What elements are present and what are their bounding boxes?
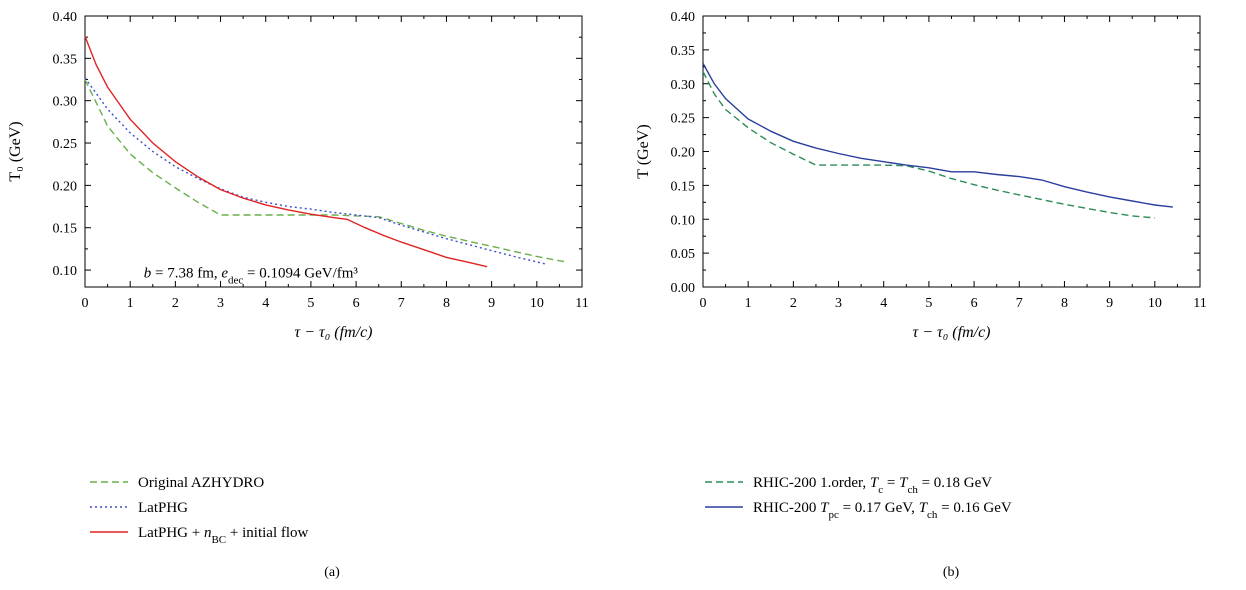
y-tick-label: 0.35 [671,44,696,59]
x-tick-label: 0 [700,296,707,311]
y-tick-label: 0.35 [53,52,78,67]
x-tick-label: 1 [127,296,134,311]
y-tick-label: 0.25 [53,137,78,152]
y-tick-label: 0.40 [53,10,78,25]
x-tick-label: 4 [880,296,887,311]
legend-label-3: LatPHG + nBC + initial flow [138,525,309,546]
chart-panel-b: 0 1 2 3 4 5 6 7 8 9 10 11 0.00 0.05 0.10 0.15 0.20 0.25 0.… [635,10,1207,580]
x-tick-label: 7 [1016,296,1023,311]
annotation: b = 7.38 fm, edec = 0.1094 GeV/fm³ [144,266,359,287]
y-tick-label: 0.15 [53,222,78,237]
x-tick-label: 11 [1193,296,1206,311]
series-line-2 [84,77,547,265]
y-axis-label: T₀ (GeV) [7,121,24,181]
x-tick-label: 10 [1148,296,1162,311]
legend-label-1: RHIC-200 1.order, Tc = Tch = 0.18 GeV [753,475,992,496]
y-tick-label: 0.25 [671,112,696,127]
legend: RHIC-200 1.order, Tc = Tch = 0.18 GeV RHI… [705,475,1012,521]
series-line-1 [84,79,565,263]
y-tick-label: 0.15 [671,179,696,194]
x-tick-label: 2 [790,296,797,311]
y-tick-label: 0.05 [671,247,696,262]
x-tick-label: 2 [172,296,179,311]
legend-label-2: LatPHG [138,500,188,516]
y-tick-label: 0.30 [53,95,78,110]
x-axis-label: τ − τ₀ (fm/c) [294,324,372,341]
x-tick-label: 5 [925,296,932,311]
x-tick-label: 6 [353,296,360,311]
x-tick-label: 7 [398,296,405,311]
plot-frame [702,15,1201,288]
series-line-3 [84,36,488,268]
y-tick-label: 0.00 [671,281,696,296]
y-axis-label: T (GeV) [635,124,652,178]
x-tick-label: 0 [82,296,89,311]
plot-frame [84,15,583,288]
x-tick-label: 6 [971,296,978,311]
chart-panel-a: 0 1 2 3 4 5 6 7 8 9 10 11 0.10 0.15 0.20 0.25 0.30 0.35 0.… [7,10,589,580]
legend-label-1: Original AZHYDRO [138,475,264,491]
y-tick-label: 0.40 [671,10,696,25]
x-axis-label: τ − τ₀ (fm/c) [912,324,990,341]
series-line-2 [702,63,1173,208]
x-tick-label: 11 [575,296,588,311]
y-tick-label: 0.20 [671,146,696,161]
panel-caption: (b) [943,565,960,580]
x-tick-label: 5 [307,296,314,311]
x-tick-label: 9 [488,296,495,311]
legend-label-2: RHIC-200 Tpc = 0.17 GeV, Tch = 0.16 GeV [753,500,1012,521]
panel-caption: (a) [324,565,340,580]
x-tick-label: 4 [262,296,269,311]
series-line-1 [702,71,1155,219]
y-tick-label: 0.20 [53,179,78,194]
x-tick-label: 8 [1061,296,1068,311]
x-tick-label: 3 [835,296,842,311]
x-tick-label: 8 [443,296,450,311]
y-tick-label: 0.10 [53,264,78,279]
x-tick-label: 3 [217,296,224,311]
x-tick-label: 10 [530,296,544,311]
legend: Original AZHYDRO LatPHG LatPHG + nBC + ini… [90,475,309,546]
x-tick-label: 9 [1106,296,1113,311]
y-tick-label: 0.10 [671,213,696,228]
y-tick-label: 0.30 [671,78,696,93]
x-tick-label: 1 [745,296,752,311]
